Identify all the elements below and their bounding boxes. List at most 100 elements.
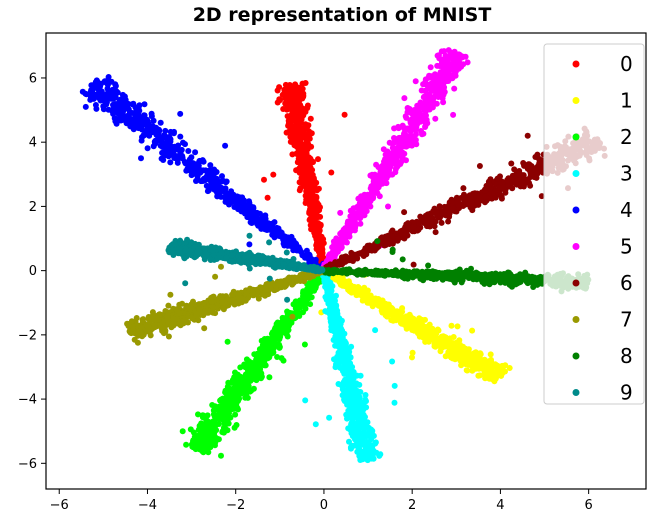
data-point (218, 193, 224, 200)
data-point (237, 202, 244, 209)
outlier-point (432, 229, 439, 236)
data-point (353, 292, 360, 299)
data-point (336, 278, 343, 285)
data-point (254, 209, 261, 216)
data-point (259, 342, 266, 349)
data-point (157, 119, 164, 126)
data-point (492, 361, 499, 368)
data-point (424, 211, 431, 218)
data-point (485, 359, 492, 366)
data-point (306, 162, 313, 169)
data-point (391, 125, 398, 132)
data-point (449, 61, 456, 68)
data-point (100, 106, 107, 113)
data-point (207, 162, 214, 169)
data-point (465, 354, 472, 361)
data-point (292, 299, 299, 305)
data-point (348, 249, 355, 256)
data-point (497, 191, 503, 198)
outlier-point (410, 315, 417, 322)
data-point (232, 384, 239, 391)
data-point (434, 62, 441, 69)
data-point (103, 92, 110, 99)
data-point (288, 111, 295, 118)
data-point (206, 421, 213, 428)
data-point (363, 398, 369, 405)
data-point (343, 411, 350, 418)
data-point (463, 367, 470, 374)
data-point (449, 205, 456, 212)
outlier-point (401, 95, 408, 102)
data-point (441, 48, 448, 55)
data-point (274, 99, 281, 106)
data-point (296, 141, 303, 148)
data-point (415, 226, 422, 233)
data-point (295, 84, 302, 91)
data-point (349, 368, 355, 374)
data-point (360, 406, 367, 413)
data-point (376, 193, 383, 200)
data-point (363, 293, 370, 300)
data-point (295, 151, 302, 158)
data-point (281, 318, 287, 325)
data-point (177, 149, 184, 156)
outlier-point (261, 176, 267, 183)
data-point (338, 240, 345, 247)
outlier-point (385, 203, 391, 210)
data-point (367, 245, 374, 252)
data-point (195, 432, 202, 439)
outlier-point (328, 169, 335, 176)
data-point (307, 200, 314, 207)
data-point (282, 95, 289, 102)
data-point (385, 306, 392, 313)
outlier-point (454, 323, 461, 330)
outlier-point (280, 357, 287, 364)
data-point (447, 54, 454, 61)
data-point (445, 336, 452, 343)
data-point (486, 375, 493, 382)
data-point (278, 329, 285, 335)
data-point (155, 129, 162, 136)
data-point (458, 54, 465, 61)
data-point (381, 168, 388, 175)
data-point (332, 317, 339, 324)
data-point (440, 80, 447, 87)
data-point (306, 135, 313, 142)
data-point (318, 256, 324, 263)
data-point (397, 320, 404, 326)
data-point (424, 101, 431, 108)
data-point (302, 125, 309, 132)
data-point (237, 364, 244, 371)
data-point (357, 389, 364, 395)
data-point (404, 315, 410, 322)
data-point (508, 160, 515, 167)
outlier-point (228, 196, 235, 203)
data-point (190, 438, 196, 445)
data-point (315, 207, 322, 214)
data-point (281, 90, 288, 97)
data-point (327, 291, 334, 298)
data-point (403, 114, 410, 121)
data-point (124, 103, 131, 110)
data-point (341, 389, 348, 396)
data-point (215, 415, 222, 422)
data-point (217, 397, 224, 404)
data-point (143, 129, 150, 136)
data-point (424, 120, 431, 127)
data-point (392, 169, 399, 176)
data-point (498, 366, 505, 373)
data-point (332, 242, 339, 249)
data-point (317, 241, 324, 248)
data-point (293, 103, 300, 110)
data-point (422, 79, 429, 86)
data-point (244, 394, 251, 401)
data-point (353, 428, 360, 435)
data-point (205, 434, 212, 441)
data-point (334, 310, 341, 317)
data-point (199, 412, 206, 419)
outlier-point (245, 367, 251, 374)
data-point (231, 395, 238, 402)
outlier-point (347, 207, 354, 214)
data-point (458, 348, 464, 355)
data-point (294, 133, 301, 140)
